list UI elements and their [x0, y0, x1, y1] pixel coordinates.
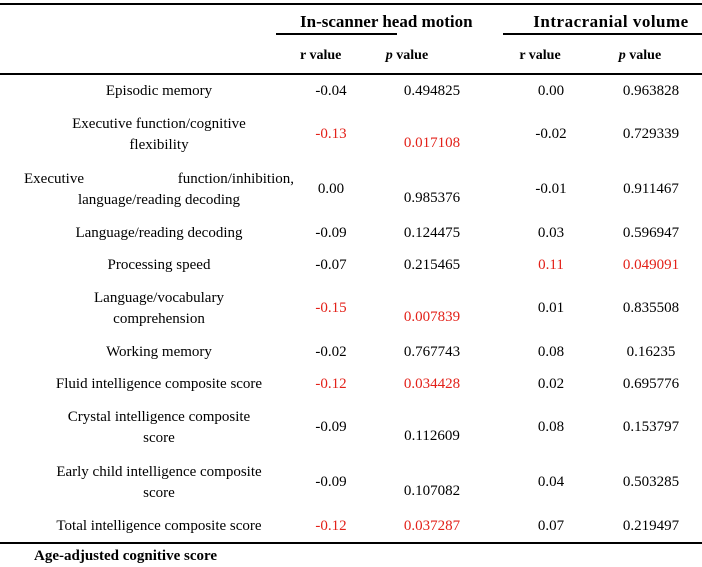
- cell-icv-p-value: 0.153797: [622, 419, 680, 435]
- cell-icv-p-value: 0.911467: [623, 181, 679, 197]
- cell-icv-r-value: 0.08: [537, 419, 565, 435]
- cell-icv-p-value: 0.729339: [622, 126, 680, 142]
- r-letter: r: [519, 48, 526, 63]
- row-label: Fluid intelligence composite score: [55, 375, 263, 392]
- cell-motion-p-value: 0.034428: [403, 375, 461, 392]
- cell-motion-r-value: -0.02: [315, 343, 347, 360]
- cell-icv-p-value: 0.049091: [622, 256, 680, 273]
- row-label: Executive function/cognitive flexibility: [72, 115, 246, 153]
- row-label: Processing speed: [107, 256, 211, 273]
- p-letter: p: [385, 48, 393, 63]
- cell-motion-r-value: -0.13: [315, 126, 347, 142]
- column-group-intracranial-volume: Intracranial volume: [533, 12, 689, 31]
- head-motion-group-underline: [276, 33, 397, 35]
- cell-motion-r-value: -0.15: [315, 300, 347, 316]
- table-footnote: Age-adjusted cognitive score: [34, 548, 218, 564]
- r-letter: r: [300, 48, 306, 63]
- col-header-icv-r-value: r value: [502, 48, 600, 64]
- cell-motion-r-value: 0.00: [317, 181, 345, 197]
- table-row: Language/reading decoding -0.09 0.124475 0.…: [0, 217, 702, 249]
- cell-icv-r-value: 0.01: [537, 300, 565, 316]
- cell-icv-p-value: 0.16235: [626, 343, 676, 360]
- col-header-icv-p-value: p value: [600, 48, 702, 64]
- cell-icv-r-value: -0.02: [535, 126, 567, 142]
- value-word: value: [625, 48, 662, 63]
- row-label: Language/vocabulary comprehension: [94, 289, 224, 327]
- row-label: Early child intelligence composite score: [56, 463, 262, 501]
- cell-motion-p-value: 0.107082: [403, 483, 461, 499]
- label-word: Executive: [24, 170, 84, 187]
- cell-icv-p-value: 0.503285: [622, 474, 680, 490]
- cell-icv-r-value: 0.08: [537, 343, 565, 360]
- value-word: value: [525, 48, 561, 63]
- cell-motion-p-value: 0.017108: [403, 135, 461, 151]
- cell-motion-p-value: 0.037287: [403, 517, 461, 534]
- table-row: Executive function/inhibition, language/re…: [0, 162, 702, 217]
- value-word: value: [392, 48, 429, 63]
- cell-icv-r-value: 0.11: [538, 256, 564, 273]
- table-row: Total intelligence composite score -0.12 0…: [0, 510, 702, 542]
- col-header-motion-r-value: r value: [300, 48, 362, 64]
- table-body: Episodic memory -0.04 0.494825 0.00 0.963828…: [0, 75, 702, 542]
- cell-motion-r-value: -0.09: [315, 224, 347, 241]
- table-header-rule: [0, 73, 702, 75]
- table-row: Executive function/cognitive flexibility -…: [0, 107, 702, 162]
- cell-icv-r-value: 0.07: [537, 517, 565, 534]
- cell-motion-p-value: 0.767743: [403, 343, 461, 360]
- table-row: Processing speed -0.07 0.215465 0.11 0.04909…: [0, 249, 702, 281]
- row-label: Executive function/inhibition, language/re…: [24, 170, 294, 208]
- cell-motion-p-value: 0.112609: [404, 428, 460, 444]
- cell-motion-p-value: 0.494825: [403, 82, 461, 99]
- cell-motion-p-value: 0.215465: [403, 256, 461, 273]
- value-word: value: [305, 48, 342, 63]
- cell-icv-r-value: 0.04: [537, 474, 565, 490]
- table-group-header-row: In-scanner head motion Intracranial volu…: [0, 5, 702, 39]
- cell-motion-r-value: -0.12: [315, 375, 347, 392]
- cell-icv-r-value: 0.00: [537, 82, 565, 99]
- cell-motion-r-value: -0.09: [315, 474, 347, 490]
- cell-icv-p-value: 0.963828: [622, 82, 680, 99]
- label-word: function/inhibition,: [177, 170, 294, 187]
- row-label: Episodic memory: [105, 82, 213, 99]
- cell-motion-r-value: -0.04: [315, 82, 347, 99]
- cell-icv-p-value: 0.835508: [622, 300, 680, 316]
- cell-motion-r-value: -0.12: [315, 517, 347, 534]
- p-letter: p: [618, 48, 626, 63]
- table-row: Fluid intelligence composite score -0.12 0…: [0, 368, 702, 400]
- row-label: Language/reading decoding: [75, 224, 243, 241]
- cell-motion-r-value: -0.09: [315, 419, 347, 435]
- cell-motion-p-value: 0.124475: [403, 224, 461, 241]
- cell-motion-p-value: 0.985376: [403, 190, 461, 206]
- cell-icv-p-value: 0.596947: [622, 224, 680, 241]
- intracranial-volume-group-underline: [503, 33, 702, 35]
- cell-icv-r-value: 0.03: [537, 224, 565, 241]
- cell-icv-p-value: 0.219497: [622, 517, 680, 534]
- table-row: Early child intelligence composite score -…: [0, 455, 702, 510]
- table-row: Working memory -0.02 0.767743 0.08 0.16235: [0, 336, 702, 368]
- table-row: Crystal intelligence composite score -0.09…: [0, 400, 702, 455]
- table-bottom-rule: [0, 542, 702, 544]
- row-label: Total intelligence composite score: [56, 517, 262, 534]
- cell-motion-p-value: 0.007839: [403, 309, 461, 325]
- row-label: Working memory: [106, 343, 212, 360]
- cell-icv-r-value: 0.02: [537, 375, 565, 392]
- col-header-motion-p-value: p value: [362, 48, 502, 64]
- cell-motion-r-value: -0.07: [315, 256, 347, 273]
- row-label: Crystal intelligence composite score: [67, 408, 251, 446]
- table-row: Language/vocabulary comprehension -0.15 0.0…: [0, 281, 702, 336]
- cell-icv-r-value: -0.01: [535, 181, 567, 197]
- cell-icv-p-value: 0.695776: [622, 375, 680, 392]
- column-group-head-motion: In-scanner head motion: [300, 12, 473, 31]
- table-subheader-row: r value p value r value p value: [0, 39, 702, 73]
- table-row: Episodic memory -0.04 0.494825 0.00 0.963828: [0, 75, 702, 107]
- table-top-rule: [0, 3, 702, 5]
